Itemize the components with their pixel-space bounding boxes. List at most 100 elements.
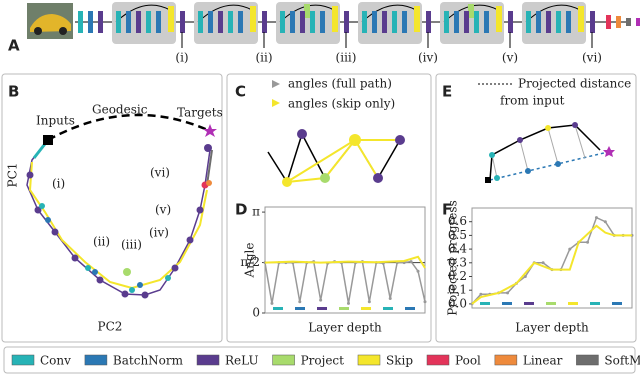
y-tick-label: π [252,205,260,219]
layer [262,11,267,33]
layer [496,6,502,32]
layer [78,11,83,33]
layer [88,11,93,33]
legend: Conv BatchNorm ReLU Project Skip Pool Linear So… [11,354,640,368]
layer [536,11,541,33]
layer [464,11,469,33]
layer [474,11,479,33]
layer [126,11,131,33]
layer [344,11,349,33]
layer [332,6,338,32]
layer [250,6,256,32]
marker-label: (v) [155,203,171,217]
layer [180,11,185,33]
layer [362,11,367,33]
data-point [423,300,427,304]
data-point [346,301,350,305]
layer [578,6,584,32]
marker-label: (iii) [121,238,142,252]
y-tick-label: π/2 [240,255,260,269]
plot-area [471,207,633,309]
depth-marker [405,307,415,310]
plot-area [264,206,426,314]
depth-marker [568,302,578,305]
inputs-label: Inputs [36,114,75,128]
y-tick-label: 0.5 [448,228,467,242]
panel-label: C [235,83,246,101]
legend-text: Conv [40,354,71,368]
data-line [471,216,632,305]
layer [156,11,161,33]
layer [168,6,174,32]
layer [468,4,474,18]
layer [238,11,243,33]
layer [508,11,513,33]
input-image [27,3,73,39]
layer [606,15,611,29]
network-diagram: (i) (ii) (iii) (iv) (v) (vi) [75,2,640,65]
layer [116,11,121,33]
legend-text: BatchNorm [113,354,184,368]
layer [218,11,223,33]
angle-diagram [267,129,405,187]
legend-text: SoftMax [604,354,640,368]
legend-text: Project [301,354,345,368]
data-line [264,260,426,304]
data-point [506,291,510,295]
panel-box [226,73,432,343]
marker-label: (iv) [149,226,169,240]
data-line [264,255,426,269]
marker-label: (vi) [582,51,602,65]
data-point [603,220,607,224]
legend-text: from input [500,94,565,108]
data-point [416,269,420,273]
layer [414,6,420,32]
data-point [594,216,598,220]
data-point [388,297,392,301]
layer [300,11,305,33]
depth-marker [361,307,371,310]
legend-box [3,346,636,374]
layer [208,11,213,33]
charts: 0 π/2 π Layer depth Angle 0.00.10.20.30.40.50… [240,200,634,335]
legend-swatch [272,99,280,107]
depth-marker [480,302,490,305]
projection-diagram [485,122,615,183]
depth-marker [502,302,512,305]
layer [392,11,397,33]
layer [636,18,640,26]
data-point [319,298,323,302]
targets-label: Targets [177,106,223,120]
marker-label: (iii) [336,51,357,65]
marker-label: (i) [175,51,188,65]
legend-text: Linear [523,354,563,368]
data-point [523,274,527,278]
legend-text: Skip [386,354,413,368]
layer [146,11,151,33]
layer [290,11,295,33]
layer [626,18,631,26]
marker-label: (vi) [150,166,170,180]
panel-label: A [8,37,20,55]
depth-marker [383,307,393,310]
marker-label: (ii) [255,51,272,65]
legend-swatch [576,354,599,366]
layer [566,11,571,33]
layer [590,11,595,33]
legend-text: angles (full path) [288,77,392,91]
layer [198,11,203,33]
depth-marker [590,302,600,305]
layer [304,4,310,18]
layer [98,11,103,33]
legend-swatch [272,80,280,88]
y-axis-label: Angle [243,242,257,278]
depth-marker [317,307,327,310]
legend-swatch [196,354,220,366]
layer [616,16,621,28]
y-axis-label: PC1 [6,163,20,188]
legend-swatch [357,354,381,366]
legend-text: angles (skip only) [288,97,395,111]
x-axis-label: PC2 [98,320,123,334]
marker-label: (i) [52,177,65,191]
